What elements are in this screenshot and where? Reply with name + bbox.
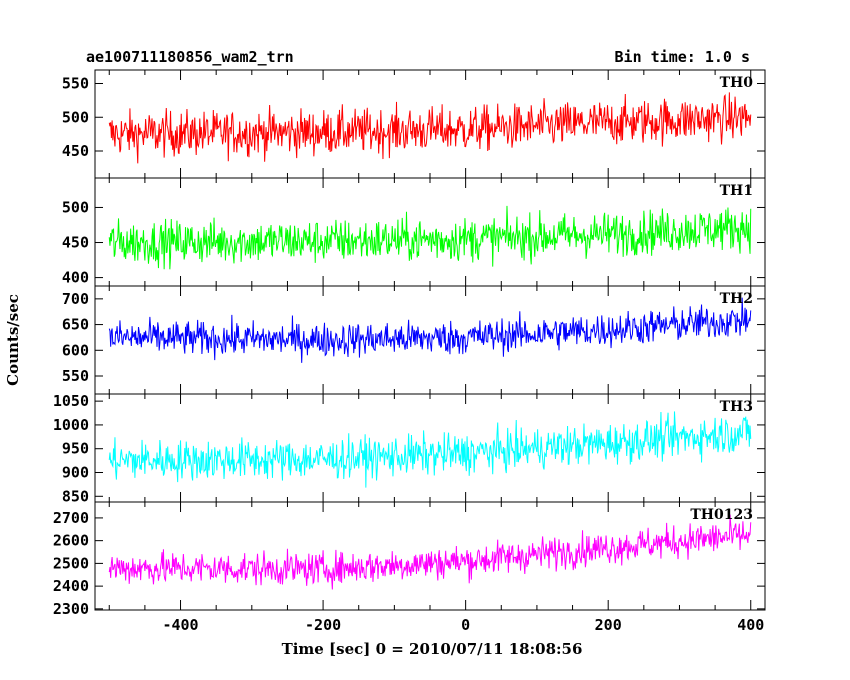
panel-label: TH1: [720, 183, 753, 199]
bin-time-label: Bin time: 1.0 s: [615, 48, 750, 66]
panels-group: 450 500 550 TH0 400 450 500 TH1 550 600 650 700 TH2 8…: [53, 69, 766, 618]
x-axis: -400 -200 0 200 400: [108, 70, 764, 634]
y-tick-label: 550: [62, 75, 89, 93]
y-tick-label: 950: [62, 440, 89, 458]
y-tick-label: 2600: [53, 532, 89, 550]
obs-id-title: ae100711180856_wam2_trn: [86, 48, 294, 66]
x-tick-label: -400: [162, 616, 198, 634]
y-tick-label: 400: [62, 269, 89, 287]
y-tick-label: 450: [62, 142, 89, 160]
y-tick-label: 450: [62, 234, 89, 252]
panel-label: TH0123: [690, 507, 753, 523]
y-tick-label: 2500: [53, 554, 89, 572]
y-tick-label: 2300: [53, 600, 89, 618]
panel-th1: 400 450 500 TH1: [62, 177, 766, 287]
y-tick-label: 2400: [53, 577, 89, 595]
series-line-th3: [108, 411, 752, 488]
panel-frame: [94, 501, 766, 611]
y-tick-label: 500: [62, 108, 89, 126]
x-tick-label: 200: [595, 616, 622, 634]
y-tick-label: 900: [62, 464, 89, 482]
panel-th0: 450 500 550 TH0: [62, 69, 766, 179]
x-tick-label: 0: [461, 616, 470, 634]
panel-label: TH0: [720, 75, 754, 91]
series-line-th0: [108, 92, 752, 164]
y-tick-label: 2700: [53, 509, 89, 527]
y-tick-label: 700: [62, 290, 89, 308]
x-tick-label: 400: [737, 616, 764, 634]
panel-label: TH2: [720, 291, 753, 307]
series-line-th1: [108, 205, 752, 270]
series-line-th0123: [108, 514, 752, 590]
y-tick-label: 1000: [53, 416, 89, 434]
panel-th2: 550 600 650 700 TH2: [62, 285, 766, 395]
series-line-th2: [108, 297, 752, 363]
y-tick-label: 1050: [53, 392, 89, 410]
panel-label: TH3: [720, 399, 753, 415]
y-tick-label: 550: [62, 367, 89, 385]
y-tick-label: 650: [62, 316, 89, 334]
y-axis-label: Counts/sec: [4, 294, 22, 386]
y-tick-label: 600: [62, 341, 89, 359]
x-axis-label: Time [sec] 0 = 2010/07/11 18:08:56: [282, 640, 583, 658]
y-tick-label: 500: [62, 198, 89, 216]
x-tick-label: -200: [305, 616, 341, 634]
panel-th0123: 2300 2400 2500 2600 2700 TH0123: [53, 501, 766, 618]
panel-th3: 850 900 950 1000 1050 TH3: [53, 392, 766, 505]
y-tick-label: 850: [62, 487, 89, 505]
